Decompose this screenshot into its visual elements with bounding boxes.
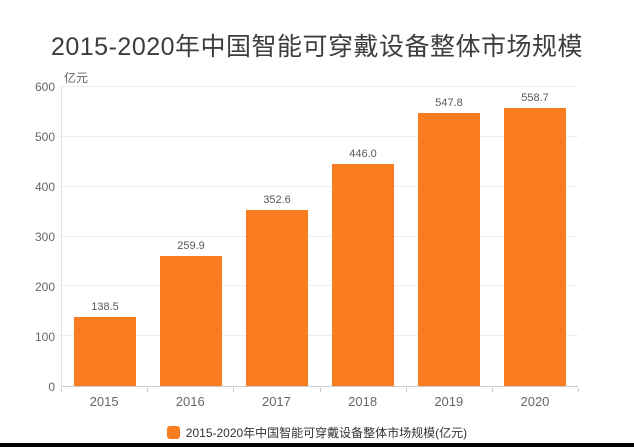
- bar-slot: 259.9: [148, 87, 234, 386]
- x-axis-tick: [319, 388, 321, 392]
- x-axis-tick: [233, 388, 235, 392]
- bar: [332, 163, 394, 386]
- bottom-border-bar: [0, 443, 634, 447]
- y-axis-tick-label: 300: [34, 230, 55, 244]
- y-axis-tick-label: 200: [34, 280, 55, 295]
- plot-area: 138.5 259.9 352.6 446.0 547.8 558.7: [58, 86, 578, 387]
- x-axis-tick: [147, 388, 149, 392]
- gridline: [58, 86, 578, 87]
- x-axis-tick-label: 2020: [520, 394, 550, 409]
- bar-value-label: 259.9: [177, 240, 205, 253]
- bar: [160, 256, 222, 386]
- gridline: [58, 135, 578, 137]
- bar-value-label: 138.5: [91, 300, 119, 313]
- bar: [418, 113, 480, 386]
- bars: 138.5 259.9 352.6 446.0 547.8 558.7: [62, 87, 578, 386]
- x-axis-tick: [405, 388, 407, 392]
- bar-value-label: 547.8: [435, 97, 463, 110]
- x-axis-tick: [61, 388, 62, 392]
- x-axis-ticks: [61, 388, 579, 393]
- bar-slot: 558.7: [492, 87, 578, 386]
- x-axis-tick: [578, 388, 579, 392]
- x-axis-tick-label: 2017: [261, 394, 291, 409]
- gridline: [58, 235, 578, 237]
- y-axis-labels: 0 100 200 300 400 500 600: [0, 80, 55, 394]
- y-axis-tick-label: 600: [34, 80, 55, 94]
- legend-swatch-icon: [166, 426, 180, 439]
- bar-slot: 138.5: [62, 87, 148, 386]
- gridline: [58, 185, 578, 187]
- x-axis-tick-label: 2015: [89, 394, 119, 409]
- bar-value-label: 446.0: [349, 147, 377, 160]
- bar-value-label: 352.6: [263, 194, 291, 207]
- x-axis-labels: 2015 2016 2017 2018 2019 2020: [61, 394, 578, 409]
- y-axis-tick-label: 0: [48, 380, 55, 394]
- gridline: [58, 285, 578, 287]
- y-axis-tick-label: 500: [34, 130, 55, 144]
- y-axis-tick-label: 100: [34, 330, 55, 345]
- bar: [246, 210, 308, 386]
- bar-value-label: 558.7: [521, 91, 549, 104]
- x-axis-tick-label: 2016: [175, 394, 205, 409]
- x-axis-tick-label: 2019: [434, 394, 464, 409]
- x-axis-tick-label: 2018: [348, 394, 378, 409]
- y-axis-tick-label: 400: [34, 180, 55, 195]
- legend-label: 2015-2020年中国智能可穿戴设备整体市场规模(亿元): [185, 426, 468, 440]
- legend: 2015-2020年中国智能可穿戴设备整体市场规模(亿元): [0, 424, 634, 441]
- bar: [504, 107, 566, 386]
- bar-slot: 446.0: [320, 87, 406, 386]
- bar-slot: 547.8: [406, 87, 492, 386]
- chart-title: 2015-2020年中国智能可穿戴设备整体市场规模: [50, 33, 584, 61]
- bar-slot: 352.6: [234, 87, 320, 386]
- x-axis-tick: [491, 388, 493, 392]
- y-axis-unit-label: 亿元: [64, 71, 89, 85]
- gridline: [58, 335, 578, 337]
- bar: [74, 316, 136, 386]
